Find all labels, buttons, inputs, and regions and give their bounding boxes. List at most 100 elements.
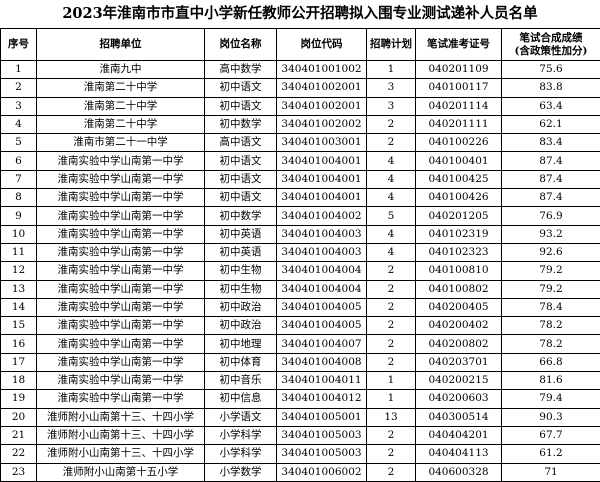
table-cell: 3	[1, 97, 37, 115]
header-cell: 笔试合成成绩(含政策性加分)	[502, 29, 600, 61]
table-cell: 1	[1, 61, 37, 79]
table-cell: 2	[367, 445, 416, 463]
table-cell: 淮南实验中学山南第一中学	[37, 298, 205, 316]
table-cell: 初中语文	[205, 97, 277, 115]
table-cell: 83.8	[502, 79, 600, 97]
table-cell: 17	[1, 353, 37, 371]
table-cell: 340401003001	[277, 134, 367, 152]
table-cell: 040100117	[416, 79, 502, 97]
table-cell: 87.4	[502, 152, 600, 170]
header-cell: 招聘计划	[367, 29, 416, 61]
table-cell: 初中生物	[205, 262, 277, 280]
table-cell: 340401004005	[277, 298, 367, 316]
table-cell: 340401002001	[277, 79, 367, 97]
table-cell: 040200405	[416, 298, 502, 316]
table-cell: 淮南实验中学山南第一中学	[37, 189, 205, 207]
table-cell: 初中生物	[205, 280, 277, 298]
table-cell: 040203701	[416, 353, 502, 371]
header-cell: 序号	[1, 29, 37, 61]
table-cell: 040201205	[416, 207, 502, 225]
table-cell: 1	[367, 390, 416, 408]
table-cell: 13	[1, 280, 37, 298]
table-cell: 12	[1, 262, 37, 280]
table-cell: 4	[367, 243, 416, 261]
table-cell: 淮南实验中学山南第一中学	[37, 243, 205, 261]
table-cell: 79.2	[502, 280, 600, 298]
table-cell: 2	[367, 335, 416, 353]
table-cell: 高中数学	[205, 61, 277, 79]
table-cell: 淮南实验中学山南第一中学	[37, 335, 205, 353]
table-cell: 2	[367, 262, 416, 280]
table-cell: 小学科学	[205, 426, 277, 444]
table-cell: 淮南第二十中学	[37, 79, 205, 97]
table-cell: 340401005001	[277, 408, 367, 426]
table-cell: 1	[367, 61, 416, 79]
table-cell: 4	[367, 170, 416, 188]
table-cell: 340401004003	[277, 243, 367, 261]
table-cell: 小学科学	[205, 445, 277, 463]
table-cell: 340401004001	[277, 170, 367, 188]
table-cell: 淮南实验中学山南第一中学	[37, 317, 205, 335]
table-cell: 93.2	[502, 225, 600, 243]
table-cell: 1	[367, 372, 416, 390]
table-cell: 淮南实验中学山南第一中学	[37, 280, 205, 298]
table-cell: 初中语文	[205, 152, 277, 170]
table-cell: 淮南实验中学山南第一中学	[37, 353, 205, 371]
table-cell: 2	[367, 134, 416, 152]
table-cell: 340401006002	[277, 463, 367, 481]
table-cell: 4	[367, 189, 416, 207]
table-cell: 340401002002	[277, 115, 367, 133]
table-cell: 7	[1, 170, 37, 188]
table-cell: 040102323	[416, 243, 502, 261]
table-cell: 15	[1, 317, 37, 335]
table-cell: 76.9	[502, 207, 600, 225]
table-cell: 初中音乐	[205, 372, 277, 390]
table-cell: 淮南第二十中学	[37, 97, 205, 115]
table-cell: 78.2	[502, 335, 600, 353]
table-cell: 淮南实验中学山南第一中学	[37, 207, 205, 225]
table-cell: 初中语文	[205, 79, 277, 97]
table-cell: 040200603	[416, 390, 502, 408]
table-cell: 2	[367, 298, 416, 316]
table-cell: 79.2	[502, 262, 600, 280]
table-cell: 初中政治	[205, 298, 277, 316]
table-cell: 初中体育	[205, 353, 277, 371]
table-cell: 4	[367, 225, 416, 243]
table-cell: 21	[1, 426, 37, 444]
table-cell: 75.6	[502, 61, 600, 79]
table-cell: 340401004002	[277, 207, 367, 225]
table-cell: 淮南实验中学山南第一中学	[37, 225, 205, 243]
table-cell: 040404201	[416, 426, 502, 444]
table-cell: 2	[367, 280, 416, 298]
table-cell: 340401004004	[277, 280, 367, 298]
table-cell: 71	[502, 463, 600, 481]
table-cell: 初中英语	[205, 243, 277, 261]
table-cell: 淮南实验中学山南第一中学	[37, 372, 205, 390]
table-cell: 5	[1, 134, 37, 152]
table-cell: 6	[1, 152, 37, 170]
table-cell: 040100401	[416, 152, 502, 170]
table-cell: 淮南实验中学山南第一中学	[37, 152, 205, 170]
header-cell: 岗位代码	[277, 29, 367, 61]
table-cell: 4	[1, 115, 37, 133]
table-cell: 040300514	[416, 408, 502, 426]
table-cell: 小学数学	[205, 463, 277, 481]
